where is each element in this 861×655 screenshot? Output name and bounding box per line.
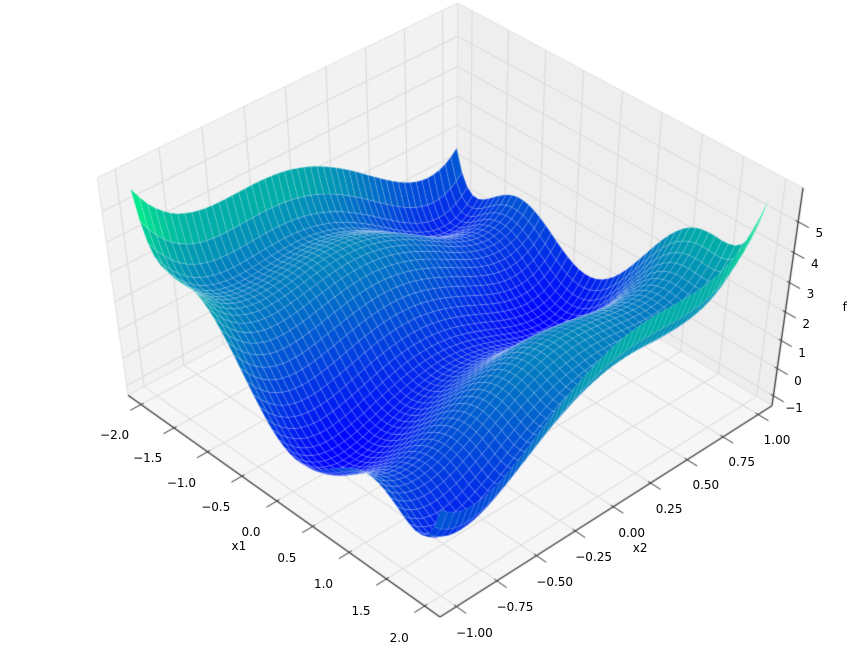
f-axis-label: f [842, 299, 847, 314]
f-tick-label: 0 [794, 373, 802, 388]
x1-tick-label: 1.0 [313, 577, 334, 591]
x2-tick-label: 0.00 [618, 525, 646, 540]
x1-tick-label: −1.5 [133, 451, 163, 466]
x2-tick-label: 0.50 [692, 478, 720, 493]
x1-tick-label: −2.0 [100, 427, 130, 442]
x2-tick-label: −0.50 [536, 575, 574, 589]
x2-tick-label: 1.00 [763, 432, 791, 447]
x1-tick-label: −0.5 [201, 500, 231, 515]
x2-axis-label: x2 [632, 541, 648, 556]
f-tick-label: −1 [785, 401, 803, 415]
f-tick-label: 4 [810, 257, 819, 272]
x1-tick-label: 1.5 [351, 603, 371, 618]
x1-tick-label: 0.5 [277, 550, 297, 565]
x2-tick-label: 0.25 [655, 501, 683, 516]
x2-tick-label: −0.75 [496, 600, 534, 615]
x2-tick-label: −0.25 [575, 550, 612, 565]
x1-axis-label: x1 [231, 539, 247, 554]
x2-tick-label: 0.75 [728, 455, 756, 470]
x1-tick-label: −1.0 [166, 475, 196, 490]
f-tick-label: 1 [798, 345, 806, 360]
f-tick-label: 3 [806, 287, 815, 302]
x1-tick-label: 2.0 [389, 631, 409, 645]
f-tick-label: 5 [815, 226, 824, 241]
f-tick-label: 2 [802, 316, 811, 331]
x1-tick-label: 0.0 [241, 525, 261, 540]
x2-tick-label: −1.00 [456, 626, 493, 641]
